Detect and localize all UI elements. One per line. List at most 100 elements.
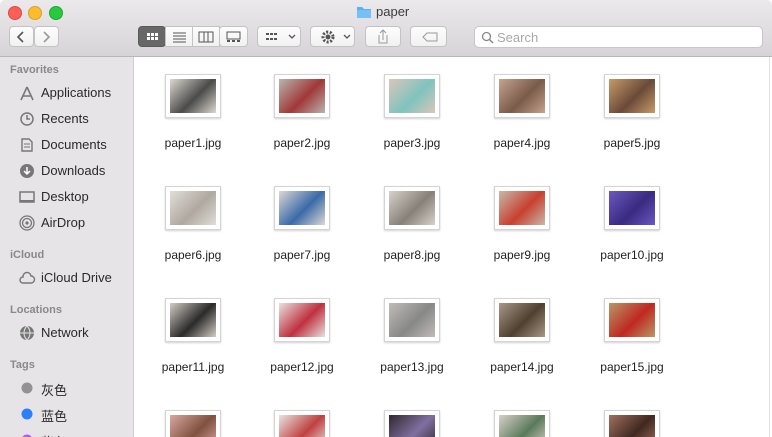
file-name[interactable]: paper3.jpg	[383, 136, 441, 150]
search-field[interactable]: Search	[474, 26, 763, 48]
tag-button[interactable]	[410, 26, 447, 47]
sidebar-item[interactable]: 蓝色	[0, 403, 133, 425]
sidebar-item[interactable]: AirDrop	[0, 212, 133, 234]
sidebar-item[interactable]: Documents	[0, 134, 133, 156]
sidebar-section-title: Tags	[10, 359, 35, 371]
list-view-button[interactable]	[165, 26, 193, 47]
file-thumbnail[interactable]	[165, 74, 221, 118]
file-thumbnail[interactable]	[274, 74, 330, 118]
thumbnail-image	[170, 303, 216, 337]
sidebar-item[interactable]: 紫色	[0, 429, 133, 437]
thumbnail-image	[499, 303, 545, 337]
sidebar-icon	[20, 112, 34, 126]
file-thumbnail[interactable]	[274, 186, 330, 230]
file-name[interactable]: paper8.jpg	[383, 248, 441, 262]
sidebar-icon	[20, 86, 34, 101]
file-name[interactable]: paper1.jpg	[164, 136, 222, 150]
sidebar-item[interactable]: Recents	[0, 108, 133, 130]
forward-button[interactable]	[34, 26, 59, 47]
sidebar-icon	[19, 271, 36, 284]
file-thumbnail[interactable]	[165, 186, 221, 230]
close-button[interactable]	[8, 6, 22, 20]
file-thumbnail[interactable]	[384, 298, 440, 342]
sidebar-item-label: 灰色	[41, 383, 68, 398]
thumbnail-image	[279, 79, 325, 113]
sidebar-item[interactable]: Applications	[0, 82, 133, 104]
sidebar-item-label: Documents	[41, 137, 107, 152]
sidebar-item[interactable]: 灰色	[0, 377, 133, 399]
file-thumbnail[interactable]	[165, 410, 221, 437]
file-thumbnail[interactable]	[274, 298, 330, 342]
sidebar-icon	[21, 382, 33, 394]
file-name[interactable]: paper10.jpg	[600, 248, 664, 262]
window-title: paper	[376, 4, 410, 19]
sidebar-icon	[21, 138, 33, 152]
file-name[interactable]: paper2.jpg	[273, 136, 331, 150]
zoom-button[interactable]	[49, 6, 63, 20]
file-thumbnail[interactable]	[604, 298, 660, 342]
thumbnail-image	[279, 191, 325, 225]
file-name[interactable]: paper15.jpg	[600, 360, 664, 374]
file-name[interactable]: paper5.jpg	[603, 136, 661, 150]
sidebar-icon	[20, 325, 34, 341]
file-grid: paper1.jpg paper2.jpg paper3.jpg paper4.jpg…	[134, 57, 772, 437]
sidebar-item-label: 紫色	[41, 432, 67, 437]
group-button[interactable]	[257, 26, 301, 47]
icon-view-button[interactable]	[138, 26, 166, 47]
file-name[interactable]: paper12.jpg	[270, 360, 334, 374]
sidebar-item-label: Network	[41, 325, 89, 340]
sidebar-icon	[19, 191, 35, 203]
file-thumbnail[interactable]	[494, 74, 550, 118]
thumbnail-image	[389, 415, 435, 437]
sidebar-section-title: iCloud	[10, 249, 45, 261]
file-thumbnail[interactable]	[604, 410, 660, 437]
thumbnail-image	[389, 79, 435, 113]
action-button[interactable]	[310, 26, 355, 47]
minimize-button[interactable]	[28, 6, 42, 20]
file-thumbnail[interactable]	[494, 186, 550, 230]
file-name[interactable]: paper11.jpg	[161, 360, 225, 374]
toolbar: paper Search	[0, 0, 772, 57]
gallery-view-button[interactable]	[219, 26, 248, 47]
share-button[interactable]	[365, 26, 401, 47]
file-name[interactable]: paper13.jpg	[380, 360, 444, 374]
thumbnail-image	[609, 303, 655, 337]
sidebar-item[interactable]: iCloud Drive	[0, 267, 133, 289]
file-thumbnail[interactable]	[604, 186, 660, 230]
file-name[interactable]: paper14.jpg	[490, 360, 554, 374]
scroll-track	[769, 57, 770, 437]
thumbnail-image	[170, 415, 216, 437]
thumbnail-image	[499, 415, 545, 437]
sidebar-icon	[22, 434, 32, 437]
file-thumbnail[interactable]	[494, 298, 550, 342]
file-thumbnail[interactable]	[384, 74, 440, 118]
search-placeholder: Search	[497, 30, 539, 45]
thumbnail-image	[389, 191, 435, 225]
sidebar-icon	[20, 164, 34, 178]
file-name[interactable]: paper4.jpg	[493, 136, 551, 150]
sidebar-item[interactable]: Network	[0, 322, 133, 344]
file-thumbnail[interactable]	[384, 410, 440, 437]
sidebar-item-label: Recents	[41, 111, 89, 126]
sidebar-item-label: AirDrop	[41, 215, 86, 230]
sidebar-item-label: Desktop	[41, 189, 89, 204]
sidebar-item-label: 蓝色	[41, 409, 68, 424]
column-view-button[interactable]	[192, 26, 220, 47]
sidebar-item[interactable]: Downloads	[0, 160, 133, 182]
sidebar-item[interactable]: Desktop	[0, 186, 133, 208]
back-button[interactable]	[9, 26, 34, 47]
sidebar-item-label: Downloads	[41, 163, 106, 178]
file-name[interactable]: paper7.jpg	[273, 248, 331, 262]
file-thumbnail[interactable]	[384, 186, 440, 230]
sidebar-section-title: Locations	[10, 304, 62, 316]
file-thumbnail[interactable]	[165, 298, 221, 342]
sidebar-icon	[19, 215, 35, 231]
thumbnail-image	[499, 191, 545, 225]
file-name[interactable]: paper6.jpg	[164, 248, 222, 262]
file-thumbnail[interactable]	[604, 74, 660, 118]
file-thumbnail[interactable]	[494, 410, 550, 437]
file-name[interactable]: paper9.jpg	[493, 248, 551, 262]
file-thumbnail[interactable]	[274, 410, 330, 437]
